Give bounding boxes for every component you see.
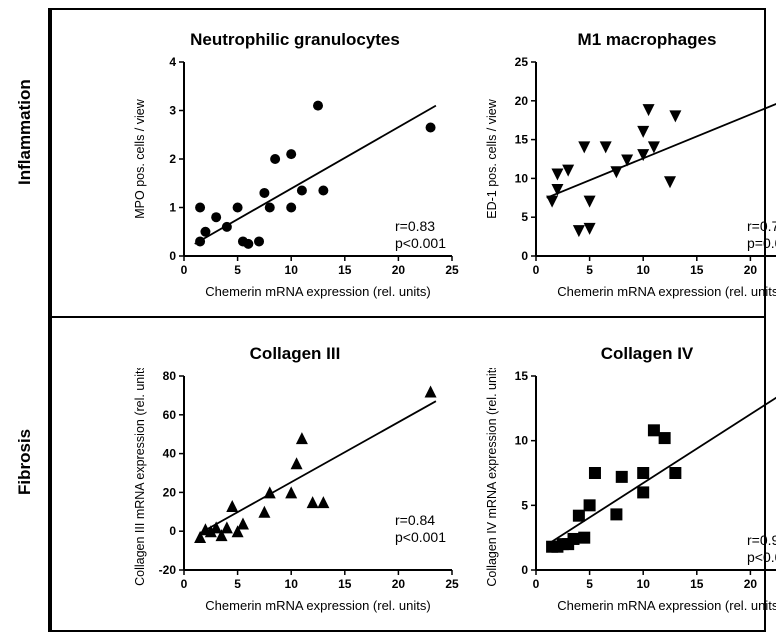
panel-title: Neutrophilic granulocytes: [130, 30, 460, 50]
svg-text:10: 10: [515, 434, 529, 448]
svg-text:Collagen III mRNA expression (: Collagen III mRNA expression (rel. units…: [133, 368, 147, 586]
stat-r: r=0.83: [395, 218, 435, 234]
svg-text:5: 5: [234, 263, 241, 277]
svg-text:20: 20: [744, 263, 758, 277]
panel-title: M1 macrophages: [482, 30, 776, 50]
stats-text: r=0.83p<0.001: [395, 218, 446, 252]
svg-text:10: 10: [637, 577, 651, 591]
svg-text:Chemerin mRNA expression (rel.: Chemerin mRNA expression (rel. units): [557, 598, 776, 613]
svg-text:10: 10: [515, 171, 529, 185]
svg-text:15: 15: [690, 263, 704, 277]
panel-collagen-iii: Collagen III 0 5 10 15 20 25 -20 0 20 40 60 80 Cheme…: [130, 344, 460, 624]
panel-m1-macrophages: M1 macrophages 05101520250510152025Cheme…: [482, 30, 776, 310]
svg-text:25: 25: [445, 263, 459, 277]
svg-text:1: 1: [169, 201, 176, 215]
svg-text:5: 5: [234, 577, 241, 591]
svg-text:0: 0: [169, 524, 176, 538]
svg-text:4: 4: [169, 55, 176, 69]
svg-text:20: 20: [392, 263, 406, 277]
stats-text: r=0.84p<0.001: [395, 512, 446, 546]
svg-text:0: 0: [169, 249, 176, 263]
stat-p: p<0.001: [747, 549, 776, 565]
panel-neutrophils: Neutrophilic granulocytes 0 5 10 15 20 25 0 1 2 3…: [130, 30, 460, 310]
svg-text:10: 10: [285, 263, 299, 277]
svg-text:60: 60: [163, 408, 177, 422]
svg-text:15: 15: [338, 577, 352, 591]
svg-text:10: 10: [285, 577, 299, 591]
svg-text:80: 80: [163, 369, 177, 383]
scatter-plot: 05101520250510152025Chemerin mRNA expres…: [482, 54, 776, 304]
svg-text:5: 5: [586, 263, 593, 277]
svg-text:0: 0: [533, 263, 540, 277]
svg-text:25: 25: [445, 577, 459, 591]
svg-text:15: 15: [515, 133, 529, 147]
svg-text:20: 20: [392, 577, 406, 591]
svg-text:5: 5: [521, 498, 528, 512]
svg-text:3: 3: [169, 104, 176, 118]
category-label-fibrosis: Fibrosis: [15, 465, 35, 495]
svg-text:ED-1 pos. cells / view: ED-1 pos. cells / view: [485, 98, 499, 218]
svg-text:0: 0: [533, 577, 540, 591]
svg-text:0: 0: [181, 263, 188, 277]
svg-text:0: 0: [181, 577, 188, 591]
svg-text:Collagen IV mRNA expression (r: Collagen IV mRNA expression (rel. units): [485, 368, 499, 587]
svg-text:-20: -20: [159, 563, 177, 577]
stat-r: r=0.90: [747, 532, 776, 548]
svg-text:Chemerin mRNA expression (rel.: Chemerin mRNA expression (rel. units): [557, 284, 776, 299]
svg-text:0: 0: [521, 249, 528, 263]
svg-text:10: 10: [637, 263, 651, 277]
svg-text:20: 20: [163, 485, 177, 499]
svg-text:MPO pos. cells / view: MPO pos. cells / view: [133, 98, 147, 218]
panel-title: Collagen III: [130, 344, 460, 364]
stat-p: p<0.001: [395, 529, 446, 545]
scatter-plot: 0 5 10 15 20 25 -20 0 20 40 60 80 Chemerin mRNA expr…: [130, 368, 460, 618]
svg-text:40: 40: [163, 447, 177, 461]
category-divider-horizontal: [52, 316, 764, 318]
svg-text:15: 15: [515, 369, 529, 383]
svg-text:25: 25: [515, 55, 529, 69]
svg-text:15: 15: [690, 577, 704, 591]
svg-text:Chemerin mRNA expression (rel.: Chemerin mRNA expression (rel. units): [205, 284, 430, 299]
svg-text:0: 0: [521, 563, 528, 577]
stat-p: p<0.001: [395, 235, 446, 251]
stats-text: r=0.90p<0.001: [747, 532, 776, 566]
panel-collagen-iv: Collagen IV 0510152025051015Chemerin mRN…: [482, 344, 776, 624]
stat-p: p=0.001: [747, 235, 776, 251]
figure-frame: Neutrophilic granulocytes 0 5 10 15 20 25 0 1 2 3…: [50, 8, 766, 632]
stat-r: r=0.71: [747, 218, 776, 234]
svg-text:5: 5: [521, 210, 528, 224]
svg-text:5: 5: [586, 577, 593, 591]
stat-r: r=0.84: [395, 512, 435, 528]
svg-text:Chemerin mRNA expression (rel.: Chemerin mRNA expression (rel. units): [205, 598, 430, 613]
scatter-plot: 0 5 10 15 20 25 0 1 2 3 4 Chemerin mRNA expression …: [130, 54, 460, 304]
panel-title: Collagen IV: [482, 344, 776, 364]
scatter-plot: 0510152025051015Chemerin mRNA expression…: [482, 368, 776, 618]
svg-text:15: 15: [338, 263, 352, 277]
svg-text:2: 2: [169, 152, 176, 166]
svg-text:20: 20: [515, 94, 529, 108]
category-label-inflammation: Inflammation: [15, 155, 35, 185]
stats-text: r=0.71p=0.001: [747, 218, 776, 252]
svg-text:20: 20: [744, 577, 758, 591]
